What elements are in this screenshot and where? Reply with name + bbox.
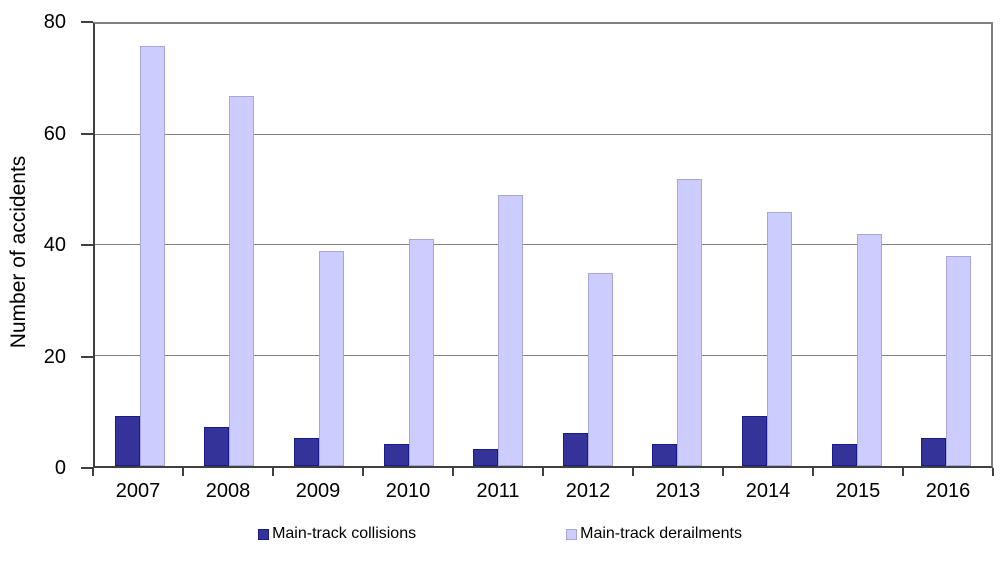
bar-main-track-derailments-2007 [139,46,165,466]
x-tick-label-2010: 2010 [385,480,431,502]
x-tick-mark-0 [92,468,94,476]
bar-group-2009 [274,24,364,466]
bar-main-track-collisions-2014 [741,416,767,466]
y-tick-mark-60 [81,132,93,135]
legend-label-main-track-derailments: Main-track derailments [580,525,742,542]
x-tick-mark-7 [722,468,724,476]
bar-main-track-collisions-2015 [831,443,857,466]
bar-main-track-collisions-2013 [652,443,678,466]
y-tick-label-60: 60 [43,122,66,145]
bar-group-2007 [95,24,185,466]
x-tick-label-2008: 2008 [205,480,251,502]
bar-main-track-collisions-2016 [921,438,947,466]
y-tick-mark-0 [81,467,93,469]
bar-group-2010 [364,24,454,466]
y-tick-label-40: 40 [43,234,66,256]
bar-main-track-collisions-2007 [114,416,140,466]
gridline-60 [95,133,991,135]
bar-main-track-derailments-2009 [318,250,344,466]
bar-main-track-derailments-2010 [408,239,434,466]
bar-main-track-derailments-2014 [766,211,792,466]
bar-main-track-derailments-2008 [229,95,255,466]
gridline-20 [95,354,991,356]
x-tick-mark-10 [992,468,994,476]
x-tick-mark-3 [362,468,364,476]
bar-main-track-collisions-2012 [562,432,588,466]
bar-main-track-derailments-2012 [587,272,613,466]
x-tick-mark-1 [182,468,184,476]
x-tick-label-2013: 2013 [655,480,701,502]
legend-swatch-main-track-derailments [566,528,578,540]
x-tick-label-2016: 2016 [925,480,971,502]
bar-group-2015 [812,24,902,466]
legend-item-main-track-collisions: Main-track collisions [258,525,416,543]
x-tick-mark-5 [542,468,544,476]
bar-main-track-derailments-2016 [946,256,972,466]
bar-group-2013 [633,24,723,466]
bar-main-track-collisions-2010 [383,443,409,466]
legend-swatch-main-track-collisions [258,528,270,540]
bar-group-2008 [185,24,275,466]
bar-main-track-derailments-2011 [498,195,524,466]
bar-main-track-collisions-2009 [293,438,319,466]
x-tick-label-2012: 2012 [565,480,611,502]
x-tick-mark-9 [902,468,904,476]
x-tick-label-2007: 2007 [115,480,161,502]
bar-groups [95,24,991,466]
y-tick-mark-20 [81,355,93,358]
x-tick-label-2015: 2015 [835,480,881,502]
bar-main-track-collisions-2008 [204,427,230,466]
bar-main-track-collisions-2011 [473,449,499,466]
bar-group-2014 [722,24,812,466]
legend: Main-track collisions Main-track derailme… [0,525,1000,543]
x-tick-label-2009: 2009 [295,480,341,502]
bar-main-track-derailments-2013 [677,178,703,466]
x-tick-mark-2 [272,468,274,476]
y-tick-label-20: 20 [43,345,66,368]
legend-item-main-track-derailments: Main-track derailments [566,525,742,543]
bar-main-track-derailments-2015 [856,233,882,466]
y-tick-label-80: 80 [43,11,66,33]
x-tick-mark-8 [812,468,814,476]
y-tick-mark-80 [81,21,93,23]
gridline-40 [95,244,991,245]
x-tick-label-2011: 2011 [476,480,520,502]
y-tick-mark-40 [81,244,93,246]
plot-area [93,22,993,468]
y-tick-label-0: 0 [54,457,66,479]
x-tick-mark-6 [632,468,634,476]
bar-group-2012 [543,24,633,466]
bar-group-2016 [901,24,991,466]
x-tick-mark-4 [452,468,454,476]
bar-group-2011 [453,24,543,466]
legend-label-main-track-collisions: Main-track collisions [272,525,417,542]
x-tick-label-2014: 2014 [745,480,791,502]
